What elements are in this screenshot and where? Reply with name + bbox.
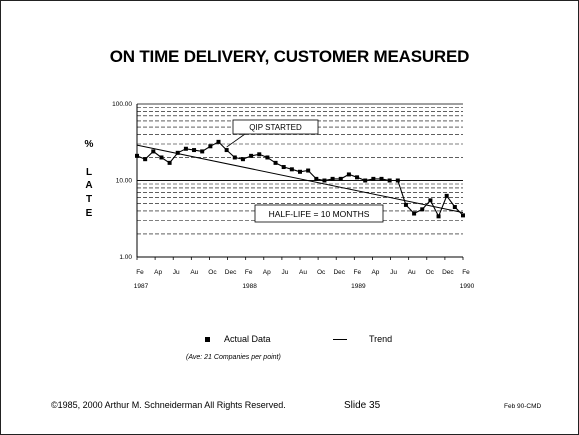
trend-line [136, 144, 464, 214]
x-tick-label: Dec [333, 269, 345, 276]
x-tick-label: Au [190, 269, 198, 276]
data-point [289, 167, 294, 172]
legend-trend: Trend [333, 334, 392, 344]
x-tick-label: Fe [136, 269, 144, 276]
slide-number: Slide 35 [344, 400, 381, 411]
data-point [273, 160, 278, 165]
data-point [265, 155, 270, 160]
legend-actual: Actual Data [205, 334, 271, 344]
data-point [346, 172, 351, 177]
data-point [159, 155, 164, 160]
data-point [444, 193, 449, 198]
data-point [175, 150, 180, 155]
x-tick-label: Ju [173, 269, 180, 276]
data-point [151, 149, 156, 154]
annotation-qip-started: QIP STARTED [249, 123, 302, 132]
x-year-label: 1990 [460, 283, 475, 290]
data-point [452, 205, 457, 210]
data-point [420, 207, 425, 212]
x-year-label: 1989 [351, 283, 366, 290]
x-tick-label: Oc [426, 269, 435, 276]
x-tick-label: Ap [154, 269, 162, 276]
data-point [412, 211, 417, 216]
chart-title: ON TIME DELIVERY, CUSTOMER MEASURED [109, 47, 470, 66]
data-point [395, 178, 400, 183]
data-point [224, 148, 229, 153]
annotation-box-halflife [254, 204, 384, 223]
x-tick-label: Ju [281, 269, 288, 276]
annotation-half-life: HALF-LIFE = 10 MONTHS [269, 209, 370, 219]
copyright-text: ©1985, 2000 Arthur M. Schneiderman All R… [51, 400, 286, 410]
data-point [371, 176, 376, 181]
x-tick-label: Ap [371, 269, 379, 276]
data-point [240, 157, 245, 162]
data-point [322, 178, 327, 183]
data-point [355, 175, 360, 180]
annotation-leader-qip [226, 133, 246, 148]
y-tick-label: 10.00 [116, 178, 133, 185]
legend-line-icon [333, 338, 347, 340]
x-tick-label: Au [408, 269, 416, 276]
x-year-label: 1987 [134, 283, 149, 290]
data-point [379, 176, 384, 181]
data-point [192, 148, 197, 153]
data-point [208, 144, 213, 149]
x-tick-label: Oc [317, 269, 326, 276]
data-point [403, 202, 408, 207]
legend-actual-label: Actual Data [224, 334, 271, 344]
x-tick-label: Fe [245, 269, 253, 276]
data-point [281, 165, 286, 170]
x-tick-label: Dec [225, 269, 237, 276]
y-axis-label-letter: A [85, 180, 92, 191]
data-point [167, 160, 172, 165]
data-point [363, 178, 368, 183]
data-point [436, 214, 441, 219]
data-point [257, 152, 262, 157]
data-point [330, 176, 335, 181]
data-point [200, 149, 205, 154]
x-tick-label: Dec [442, 269, 454, 276]
y-axis-label-letter: T [86, 194, 92, 205]
x-tick-label: Au [299, 269, 307, 276]
data-point [338, 176, 343, 181]
x-tick-label: Ju [390, 269, 397, 276]
data-point [314, 176, 319, 181]
data-point [461, 213, 465, 218]
x-tick-label: Fe [462, 269, 470, 276]
data-point [428, 198, 433, 203]
y-axis-label-letter: L [86, 167, 92, 178]
y-axis-label-letter: % [85, 139, 94, 150]
annotation-box-qip [232, 119, 319, 135]
data-point [135, 153, 139, 158]
x-tick-label: Oc [208, 269, 217, 276]
legend-marker-square-icon [205, 336, 210, 342]
y-tick-label: 100.00 [112, 101, 132, 108]
y-axis-label-letter: E [86, 208, 93, 219]
data-point [387, 178, 392, 183]
data-point [143, 157, 148, 162]
data-point [183, 146, 188, 151]
legend-trend-label: Trend [369, 334, 393, 344]
data-point [216, 139, 221, 144]
data-point [306, 168, 311, 173]
x-tick-label: Fe [354, 269, 362, 276]
data-point [298, 169, 302, 174]
x-year-label: 1988 [242, 283, 257, 290]
slide-code: Feb 90-CMD [504, 403, 542, 410]
x-tick-label: Ap [263, 269, 271, 276]
legend-note: (Ave: 21 Companies per point) [186, 354, 281, 361]
data-point [249, 153, 254, 158]
data-point [232, 155, 237, 160]
y-tick-label: 1.00 [119, 254, 132, 261]
